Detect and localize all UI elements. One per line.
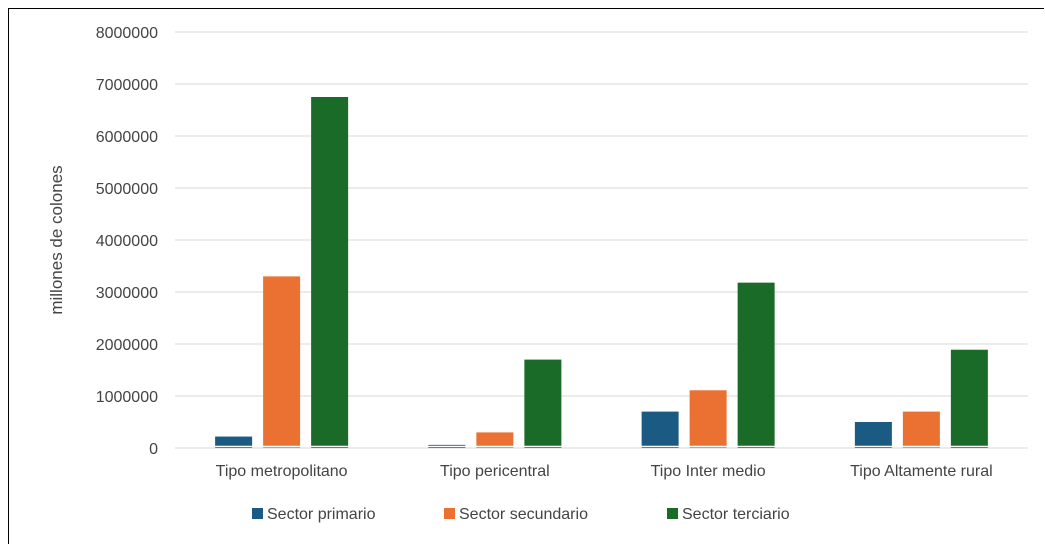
legend-label: Sector primario [267, 506, 376, 523]
legend-swatch [667, 508, 678, 519]
y-axis-label: millones de colones [47, 165, 66, 314]
bar [524, 359, 562, 448]
bar [689, 390, 727, 448]
legend: Sector primario Sector secundario Sector t… [252, 506, 790, 523]
bar [311, 97, 349, 448]
bar [950, 349, 988, 448]
bar [737, 282, 775, 448]
gridlines [175, 31, 1028, 449]
legend-label: Sector terciario [682, 506, 790, 523]
y-tick-label: 7000000 [96, 77, 158, 94]
x-tick-label: Tipo Inter medio [651, 463, 766, 480]
bars [175, 97, 1028, 448]
legend-swatch [252, 508, 263, 519]
y-tick-label: 5000000 [96, 181, 158, 198]
x-tick-label: Tipo metropolitano [216, 463, 348, 480]
bar [902, 411, 940, 448]
bar [641, 411, 679, 448]
legend-label: Sector secundario [459, 506, 588, 523]
x-tick-label: Tipo pericentral [440, 463, 550, 480]
legend-swatch [444, 508, 455, 519]
y-axis-ticks: 0 1000000 2000000 3000000 4000000 5000000 6000… [96, 25, 158, 458]
bar [476, 432, 514, 448]
y-tick-label: 2000000 [96, 337, 158, 354]
x-tick-label: Tipo Altamente rural [850, 463, 993, 480]
y-tick-label: 6000000 [96, 129, 158, 146]
bar [215, 436, 253, 448]
bar [854, 422, 892, 448]
bar [263, 276, 301, 448]
x-axis-ticks: Tipo metropolitano Tipo pericentral Tipo I… [216, 463, 993, 480]
y-tick-label: 4000000 [96, 233, 158, 250]
y-tick-label: 0 [149, 441, 158, 458]
chart-frame [8, 8, 1044, 544]
y-tick-label: 8000000 [96, 25, 158, 42]
y-tick-label: 1000000 [96, 389, 158, 406]
y-tick-label: 3000000 [96, 285, 158, 302]
